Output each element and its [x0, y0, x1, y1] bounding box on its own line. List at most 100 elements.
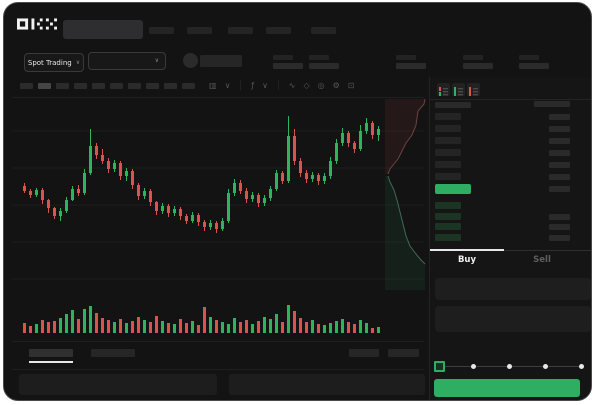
candle-body — [233, 183, 236, 193]
candle-body — [263, 198, 266, 203]
slider-stop-dot[interactable] — [507, 364, 512, 369]
candle-body — [371, 123, 374, 135]
candle-body — [293, 136, 296, 161]
ask-row-price[interactable] — [435, 149, 461, 156]
timeframe-button[interactable] — [92, 83, 105, 89]
volume-bar — [233, 318, 236, 333]
candle-body — [341, 133, 344, 143]
timeframe-button[interactable] — [56, 83, 69, 89]
book-view-asks-icon[interactable] — [467, 83, 480, 96]
bid-row-price[interactable] — [435, 202, 461, 209]
nav-item-placeholder[interactable] — [311, 27, 336, 34]
timeframe-button[interactable] — [38, 83, 51, 89]
candlestick-chart[interactable] — [4, 77, 427, 343]
chevron-down-icon[interactable]: ∨ — [224, 80, 231, 90]
nav-item-placeholder[interactable] — [266, 27, 291, 34]
bottom-tab-active[interactable] — [29, 349, 73, 357]
timeframe-button[interactable] — [128, 83, 141, 89]
candle-body — [323, 176, 326, 181]
order-book-panel: Buy Sell — [429, 77, 591, 400]
candle-body — [113, 163, 116, 169]
bottom-tab[interactable] — [91, 349, 135, 357]
line-tool-icon[interactable]: ∿ — [288, 80, 296, 90]
price-input[interactable] — [435, 278, 591, 300]
volume-bar — [179, 319, 182, 333]
last-price-badge[interactable] — [435, 184, 471, 194]
bid-row-price[interactable] — [435, 234, 461, 241]
candle-body — [281, 173, 284, 181]
book-view-combined-icon[interactable] — [437, 83, 450, 96]
ticker-stat — [309, 55, 339, 69]
market-type-dropdown[interactable]: Spot Trading ∨ — [24, 53, 84, 72]
timeframe-button[interactable] — [164, 83, 177, 89]
buy-submit-button[interactable] — [434, 379, 580, 397]
amount-input[interactable] — [435, 306, 591, 332]
nav-item-placeholder[interactable] — [228, 27, 253, 34]
book-row-amount — [549, 224, 570, 230]
settings-icon[interactable]: ⚙ — [332, 80, 340, 90]
candle-body — [149, 191, 152, 202]
chevron-down-icon[interactable]: ∨ — [262, 80, 268, 90]
ask-row-price[interactable] — [435, 173, 461, 180]
chart-tools: ▥ ∨ │ ƒ ∨ │ ∿ ◇ ◎ ⚙ ⊡ — [209, 79, 354, 91]
bottom-bar-action[interactable] — [388, 349, 419, 357]
volume-bar — [173, 324, 176, 333]
volume-bar — [65, 314, 68, 333]
bid-row-price[interactable] — [435, 213, 461, 220]
stat-value-placeholder — [273, 63, 303, 69]
slider-stop-dot[interactable] — [543, 364, 548, 369]
indicator-icon[interactable]: ƒ — [251, 80, 255, 90]
ticker-stat — [463, 55, 493, 69]
ask-row-price[interactable] — [435, 113, 461, 120]
volume-bar — [365, 323, 368, 333]
slider-stop-dot[interactable] — [471, 364, 476, 369]
candle-body — [95, 146, 98, 155]
slider-stop-dot[interactable] — [579, 364, 584, 369]
volume-bar — [203, 307, 206, 333]
volume-bar — [245, 320, 248, 333]
volume-bar — [251, 324, 254, 333]
timeframe-bar — [4, 83, 427, 91]
volume-bar — [287, 305, 290, 333]
candle-body — [221, 221, 224, 229]
timeframe-button[interactable] — [110, 83, 123, 89]
volume-bar — [227, 324, 230, 333]
buy-tab-underline — [430, 249, 504, 251]
volume-bar — [311, 320, 314, 333]
ask-row-price[interactable] — [435, 137, 461, 144]
volume-bar — [323, 325, 326, 333]
pair-selector-dropdown[interactable]: ∨ — [88, 52, 166, 70]
stat-label-placeholder — [273, 55, 293, 60]
divider: │ — [238, 80, 244, 90]
volume-bar — [281, 322, 284, 333]
bottom-bar-action[interactable] — [349, 349, 379, 357]
candle-body — [365, 123, 368, 131]
volume-bar — [35, 324, 38, 333]
nav-item-placeholder[interactable] — [149, 27, 174, 34]
sell-tab[interactable]: Sell — [533, 255, 551, 265]
timeframe-button[interactable] — [74, 83, 87, 89]
timeframe-button[interactable] — [146, 83, 159, 89]
timeframe-button[interactable] — [182, 83, 195, 89]
volume-bar — [143, 320, 146, 333]
stat-value-placeholder — [309, 63, 339, 69]
fullscreen-icon[interactable]: ⊡ — [347, 80, 355, 90]
candle-body — [35, 190, 38, 195]
ask-row-price[interactable] — [435, 161, 461, 168]
chart-style-icon[interactable]: ▥ — [209, 80, 217, 90]
nav-item-placeholder[interactable] — [187, 27, 212, 34]
book-view-bids-icon[interactable] — [452, 83, 465, 96]
screenshot-icon[interactable]: ◎ — [317, 80, 325, 90]
candle-body — [209, 223, 212, 227]
draw-tool-icon[interactable]: ◇ — [303, 80, 310, 90]
ask-row-price[interactable] — [435, 125, 461, 132]
book-row-amount — [549, 150, 570, 156]
timeframe-button[interactable] — [20, 83, 33, 89]
stat-value-placeholder — [396, 63, 426, 69]
okx-logo[interactable] — [17, 18, 57, 30]
bid-row-price[interactable] — [435, 223, 461, 230]
search-input[interactable] — [63, 20, 143, 39]
candle-body — [317, 175, 320, 181]
buy-tab[interactable]: Buy — [457, 255, 477, 265]
amount-slider-handle[interactable] — [434, 361, 445, 372]
